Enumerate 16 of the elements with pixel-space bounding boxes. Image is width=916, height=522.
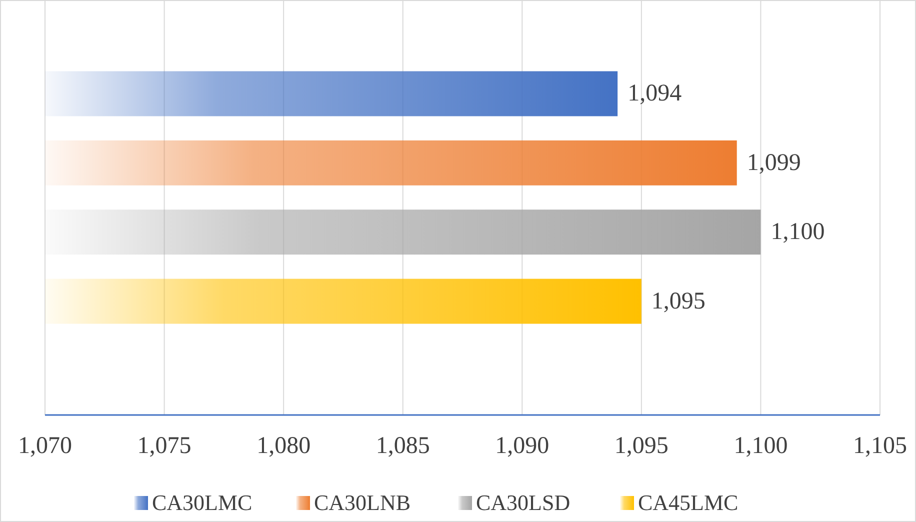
data-label: 1,095 (651, 288, 706, 314)
legend-label: CA30LMC (152, 490, 252, 515)
data-label: 1,094 (628, 80, 682, 107)
legend-label: CA30LNB (314, 490, 411, 515)
x-tick-label: 1,080 (256, 433, 311, 459)
x-tick-label: 1,095 (614, 433, 668, 459)
data-label: 1,099 (746, 150, 801, 176)
legend-label: CA45LMC (638, 490, 738, 515)
x-tick-label: 1,085 (376, 433, 430, 459)
x-tick-label: 1,105 (853, 433, 907, 459)
x-tick-label: 1,075 (137, 433, 192, 459)
x-tick-label: 1,090 (495, 433, 550, 459)
legend-label: CA30LSD (476, 490, 570, 515)
x-tick-label: 1,070 (18, 433, 72, 459)
x-tick-label: 1,100 (734, 433, 788, 459)
data-label: 1,100 (770, 219, 825, 246)
